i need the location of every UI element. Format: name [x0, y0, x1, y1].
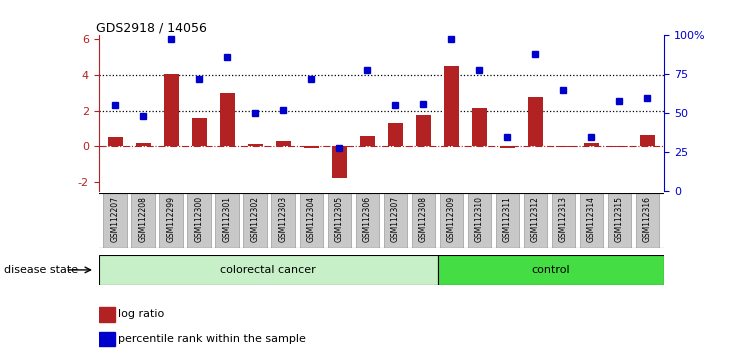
Text: GSM112315: GSM112315 — [615, 196, 624, 242]
Bar — [220, 93, 235, 147]
Text: colorectal cancer: colorectal cancer — [220, 265, 316, 275]
Bar — [99, 332, 115, 347]
Text: GSM112312: GSM112312 — [531, 196, 540, 242]
Bar — [500, 147, 515, 148]
Bar — [136, 143, 151, 147]
FancyBboxPatch shape — [356, 193, 380, 248]
Bar — [388, 123, 403, 147]
Text: GSM112306: GSM112306 — [363, 196, 372, 242]
FancyBboxPatch shape — [467, 193, 491, 248]
Text: disease state: disease state — [4, 265, 78, 275]
FancyBboxPatch shape — [244, 193, 267, 248]
Bar — [639, 135, 656, 147]
FancyBboxPatch shape — [496, 193, 519, 248]
Bar — [304, 147, 319, 148]
Bar — [415, 115, 431, 147]
FancyBboxPatch shape — [159, 193, 183, 248]
FancyBboxPatch shape — [131, 193, 155, 248]
Bar — [360, 136, 375, 147]
Bar — [99, 255, 438, 285]
FancyBboxPatch shape — [607, 193, 631, 248]
Text: GDS2918 / 14056: GDS2918 / 14056 — [96, 21, 207, 34]
Text: GSM112307: GSM112307 — [391, 196, 400, 242]
Bar — [107, 137, 123, 147]
Bar — [438, 255, 664, 285]
FancyBboxPatch shape — [412, 193, 435, 248]
Text: GSM112316: GSM112316 — [643, 196, 652, 242]
FancyBboxPatch shape — [580, 193, 604, 248]
Text: GSM112309: GSM112309 — [447, 196, 456, 242]
FancyBboxPatch shape — [104, 193, 127, 248]
Text: GSM112310: GSM112310 — [475, 196, 484, 242]
FancyBboxPatch shape — [215, 193, 239, 248]
Text: log ratio: log ratio — [118, 309, 164, 319]
Text: GSM112303: GSM112303 — [279, 196, 288, 242]
Text: GSM112305: GSM112305 — [335, 196, 344, 242]
Text: GSM112304: GSM112304 — [307, 196, 316, 242]
Bar — [444, 66, 459, 147]
Text: control: control — [532, 265, 570, 275]
FancyBboxPatch shape — [523, 193, 548, 248]
FancyBboxPatch shape — [383, 193, 407, 248]
Text: percentile rank within the sample: percentile rank within the sample — [118, 334, 305, 344]
Text: GSM112208: GSM112208 — [139, 196, 148, 242]
Text: GSM112207: GSM112207 — [111, 196, 120, 242]
Text: GSM112299: GSM112299 — [167, 196, 176, 242]
Text: GSM112301: GSM112301 — [223, 196, 232, 242]
FancyBboxPatch shape — [188, 193, 211, 248]
FancyBboxPatch shape — [328, 193, 351, 248]
FancyBboxPatch shape — [552, 193, 575, 248]
Bar — [164, 74, 179, 147]
FancyBboxPatch shape — [272, 193, 296, 248]
Text: GSM112308: GSM112308 — [419, 196, 428, 242]
Bar — [472, 108, 487, 147]
Text: GSM112302: GSM112302 — [251, 196, 260, 242]
Text: GSM112311: GSM112311 — [503, 196, 512, 242]
FancyBboxPatch shape — [636, 193, 659, 248]
Text: GSM112314: GSM112314 — [587, 196, 596, 242]
FancyBboxPatch shape — [299, 193, 323, 248]
Bar — [247, 144, 263, 147]
Bar — [584, 143, 599, 147]
Bar — [192, 118, 207, 147]
FancyBboxPatch shape — [439, 193, 464, 248]
Bar — [99, 307, 115, 322]
Bar — [528, 97, 543, 147]
Bar — [276, 141, 291, 147]
Text: GSM112313: GSM112313 — [559, 196, 568, 242]
Text: GSM112300: GSM112300 — [195, 196, 204, 242]
Bar — [331, 147, 347, 178]
